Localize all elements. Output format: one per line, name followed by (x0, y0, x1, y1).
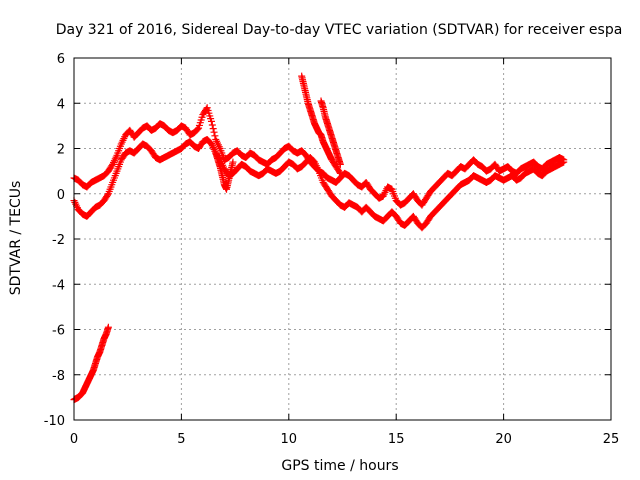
data-points (70, 72, 568, 404)
data-point (209, 125, 217, 133)
x-tick-label: 10 (281, 432, 298, 447)
x-tick-label: 5 (177, 432, 185, 447)
data-point (104, 191, 112, 199)
data-point (336, 160, 344, 168)
grid-lines (74, 58, 611, 420)
y-tick-label: -2 (52, 233, 65, 248)
x-tick-label: 25 (603, 432, 620, 447)
data-point (194, 125, 202, 133)
x-tick-label: 20 (495, 432, 512, 447)
data-point (560, 158, 568, 166)
data-point (229, 158, 237, 166)
x-tick-label: 0 (70, 432, 78, 447)
y-tick-label: 2 (57, 143, 65, 158)
y-tick-label: -10 (44, 414, 65, 429)
x-tick-label: 15 (388, 432, 405, 447)
axis-ticks: 0 5 10 15 20 25 -10 -8 -6 -4 -2 0 2 4 6 (44, 52, 620, 447)
y-tick-label: 0 (57, 188, 65, 203)
data-point (104, 323, 112, 331)
data-point (108, 162, 116, 170)
data-point (208, 121, 216, 129)
data-point (210, 128, 218, 136)
chart-title: Day 321 of 2016, Sidereal Day-to-day VTE… (56, 22, 623, 38)
y-tick-label: -8 (52, 369, 65, 384)
data-point (211, 132, 219, 140)
y-tick-label: 6 (57, 52, 65, 67)
data-point (202, 105, 210, 113)
y-tick-label: -4 (52, 278, 65, 293)
y-tick-label: -6 (52, 324, 65, 339)
y-axis-label: SDTVAR / TECUs (8, 181, 24, 296)
y-tick-label: 4 (57, 97, 65, 112)
x-axis-label: GPS time / hours (281, 458, 398, 474)
data-point (335, 168, 343, 176)
data-point (207, 117, 215, 125)
data-point (336, 169, 344, 177)
